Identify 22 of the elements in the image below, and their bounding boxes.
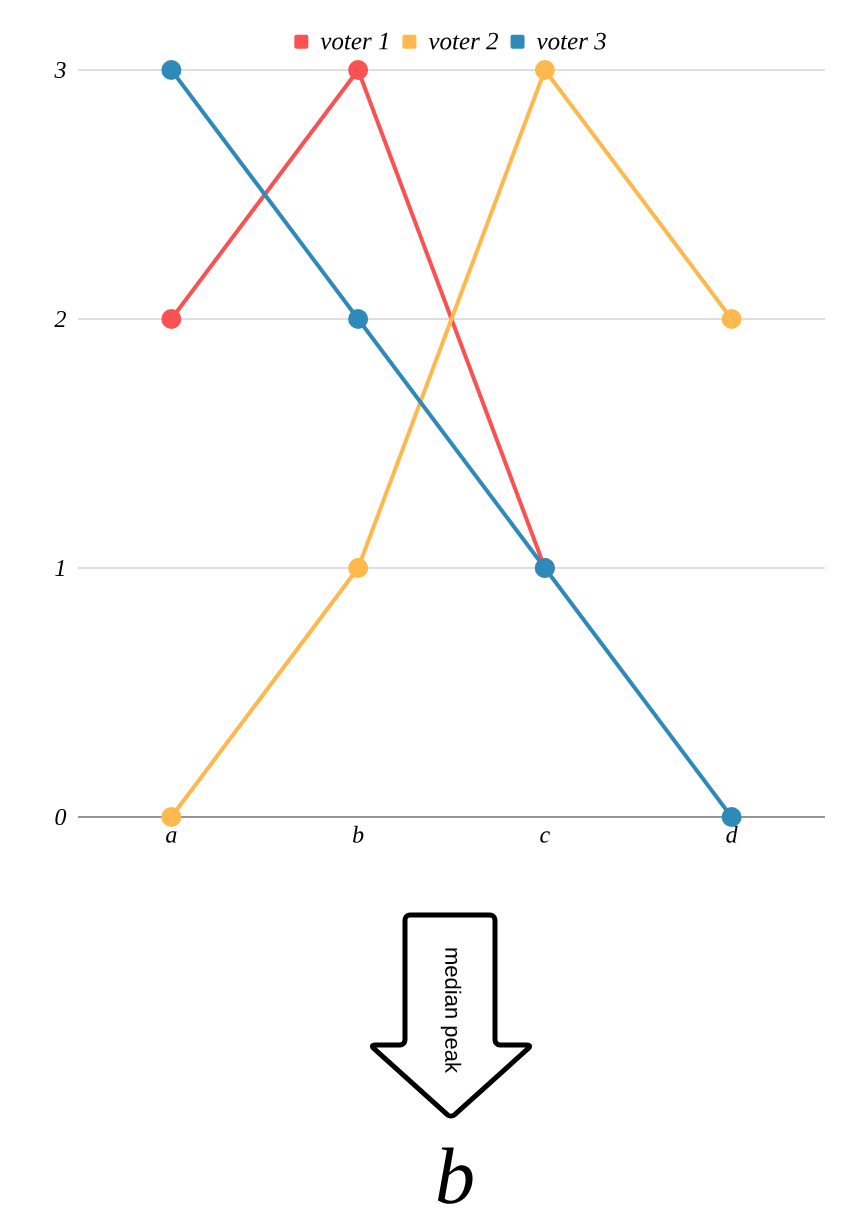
point xyxy=(721,806,742,827)
y-tick-label: 3 xyxy=(54,61,66,79)
legend-label: voter 1 xyxy=(320,32,388,50)
point xyxy=(161,309,182,329)
point xyxy=(161,60,182,80)
x-tick-label: a xyxy=(166,831,177,843)
point xyxy=(161,806,182,827)
legend-label: voter 3 xyxy=(536,32,606,50)
text: b xyxy=(437,1147,473,1204)
point xyxy=(721,309,742,329)
point xyxy=(348,309,369,329)
point xyxy=(348,557,369,578)
y-tick-label: 0 xyxy=(55,808,67,826)
x-tick-label: d xyxy=(726,825,738,843)
legend-label: voter 2 xyxy=(428,32,499,50)
y-tick-label: 2 xyxy=(54,311,66,327)
point xyxy=(348,60,369,80)
text: median peak xyxy=(440,948,462,1073)
x-tick-label: c xyxy=(540,831,550,843)
x-tick-label: b xyxy=(353,825,364,843)
point xyxy=(534,60,555,80)
y-tick-label: 1 xyxy=(55,560,64,576)
